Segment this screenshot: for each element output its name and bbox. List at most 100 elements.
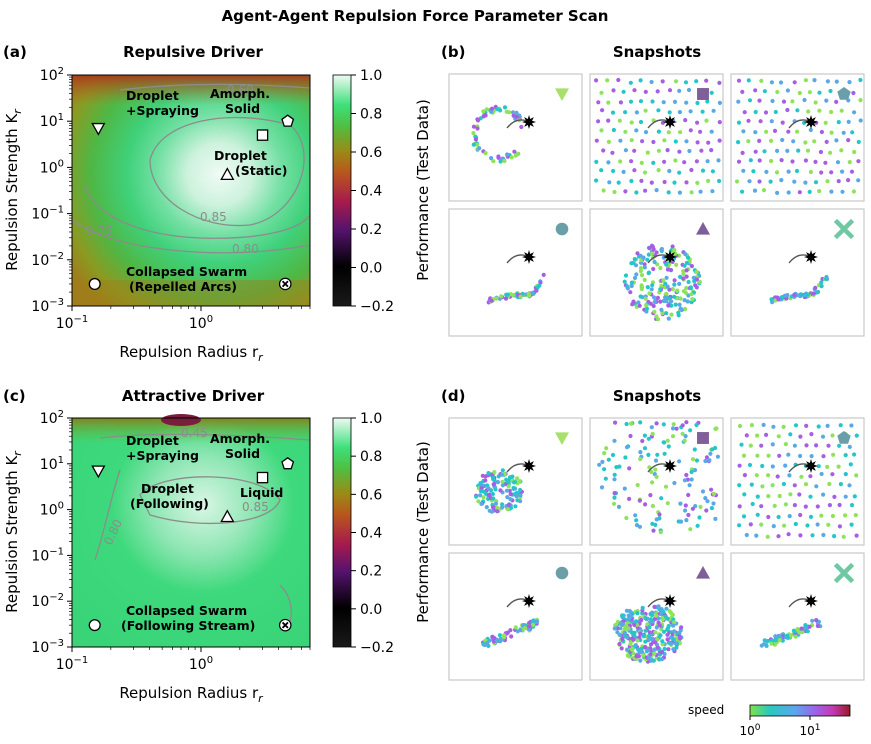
agent-dot <box>672 620 677 625</box>
agent-dot <box>704 118 709 123</box>
agent-dot <box>530 290 535 295</box>
agent-dot <box>813 180 819 185</box>
snapshot-legend-triangle-up-icon <box>696 566 710 579</box>
agent-dot <box>489 156 494 161</box>
agent-dot <box>704 78 709 83</box>
agent-dot <box>754 473 759 478</box>
snapshot-legend-square-icon <box>697 432 709 444</box>
agent-dot <box>797 492 802 497</box>
agent-dot <box>766 473 771 478</box>
target-star <box>804 115 818 129</box>
agent-dot <box>709 148 714 153</box>
panel-title-c: Attractive Driver <box>122 387 265 405</box>
annot-c-droplet-spraying: Droplet +Spraying <box>126 433 199 463</box>
agent-dot <box>799 474 804 479</box>
agent-dot <box>793 634 798 639</box>
heatmap-c-field <box>72 414 310 647</box>
agent-dot <box>518 294 523 299</box>
agent-dot <box>800 630 805 635</box>
agent-dot <box>808 127 813 133</box>
agent-dot <box>785 88 791 93</box>
agent-dot <box>643 639 648 644</box>
markers-c <box>88 456 295 632</box>
agent-dot <box>759 78 764 83</box>
agent-dot <box>666 190 671 195</box>
agent-dot <box>627 466 632 471</box>
agent-dot <box>649 613 655 618</box>
agent-dot <box>641 634 646 639</box>
agent-dot <box>757 138 762 143</box>
agent-dot <box>791 139 796 144</box>
agent-dot <box>781 99 787 104</box>
agent-dot <box>753 109 758 115</box>
agent-dot <box>498 159 503 164</box>
colorbar-tick-label: −0.2 <box>360 299 394 315</box>
agent-dot <box>773 638 778 643</box>
agent-dot <box>652 299 657 305</box>
agent-dot <box>670 434 676 439</box>
agent-dot <box>821 492 826 497</box>
y-tick-label: 100 <box>40 501 64 519</box>
agent-dot <box>792 80 797 85</box>
agent-dot <box>847 444 852 449</box>
agent-dot <box>813 100 818 105</box>
agent-dot <box>638 294 643 299</box>
agent-dot <box>704 455 710 460</box>
agent-dot <box>817 90 822 95</box>
agent-dot <box>617 641 622 647</box>
agent-dot <box>792 443 798 448</box>
agent-dot <box>680 431 685 436</box>
agent-dot <box>695 180 700 185</box>
agent-dot <box>594 159 599 164</box>
agent-dot <box>638 266 644 271</box>
agent-dot <box>839 148 844 153</box>
agent-dot <box>805 629 810 634</box>
agent-dot <box>646 637 652 642</box>
agent-dot <box>496 154 501 159</box>
agent-dot <box>643 130 649 135</box>
panel-label-c: (c) <box>3 387 26 405</box>
agent-dot <box>622 486 627 491</box>
agent-dot <box>803 180 808 185</box>
agent-dot <box>787 473 792 478</box>
agent-dot <box>629 280 635 285</box>
agent-dot <box>606 160 611 165</box>
agent-dot <box>621 619 626 624</box>
agent-dot <box>817 189 822 194</box>
agent-dot <box>650 503 656 509</box>
agent-dot <box>807 90 813 95</box>
agent-dot <box>650 480 655 485</box>
agent-dot <box>508 492 513 497</box>
agent-dot <box>717 138 722 143</box>
agent-dot <box>854 433 859 438</box>
agent-dot <box>645 285 650 290</box>
agent-dot <box>682 478 688 483</box>
agent-dot <box>823 120 828 125</box>
colorbar-tick-label: 0.8 <box>360 449 382 465</box>
agent-dot <box>660 642 665 647</box>
agent-dot <box>505 292 510 297</box>
heatmap-marker-triangle-up <box>220 167 235 181</box>
agent-dot <box>797 630 802 635</box>
agent-dot <box>643 188 648 193</box>
agent-dot <box>697 279 703 285</box>
agent-dot <box>680 423 685 428</box>
agent-dot <box>639 286 644 292</box>
agent-dot <box>622 630 628 635</box>
agent-dot <box>776 534 781 539</box>
agent-dot <box>752 188 758 193</box>
agent-dot <box>679 307 685 313</box>
colorbar-tick-label: 1.0 <box>360 411 382 427</box>
agent-dot <box>662 451 667 456</box>
agent-dot <box>636 300 641 305</box>
agent-dot <box>660 311 665 316</box>
agent-dot <box>816 424 821 429</box>
agent-dot <box>775 148 780 153</box>
agent-dot <box>710 169 716 174</box>
agent-dot <box>770 300 775 305</box>
agent-dot <box>534 288 539 293</box>
agent-dot <box>493 501 499 506</box>
agent-dot <box>786 190 791 195</box>
agent-dot <box>672 480 677 486</box>
agent-dot <box>514 114 519 119</box>
